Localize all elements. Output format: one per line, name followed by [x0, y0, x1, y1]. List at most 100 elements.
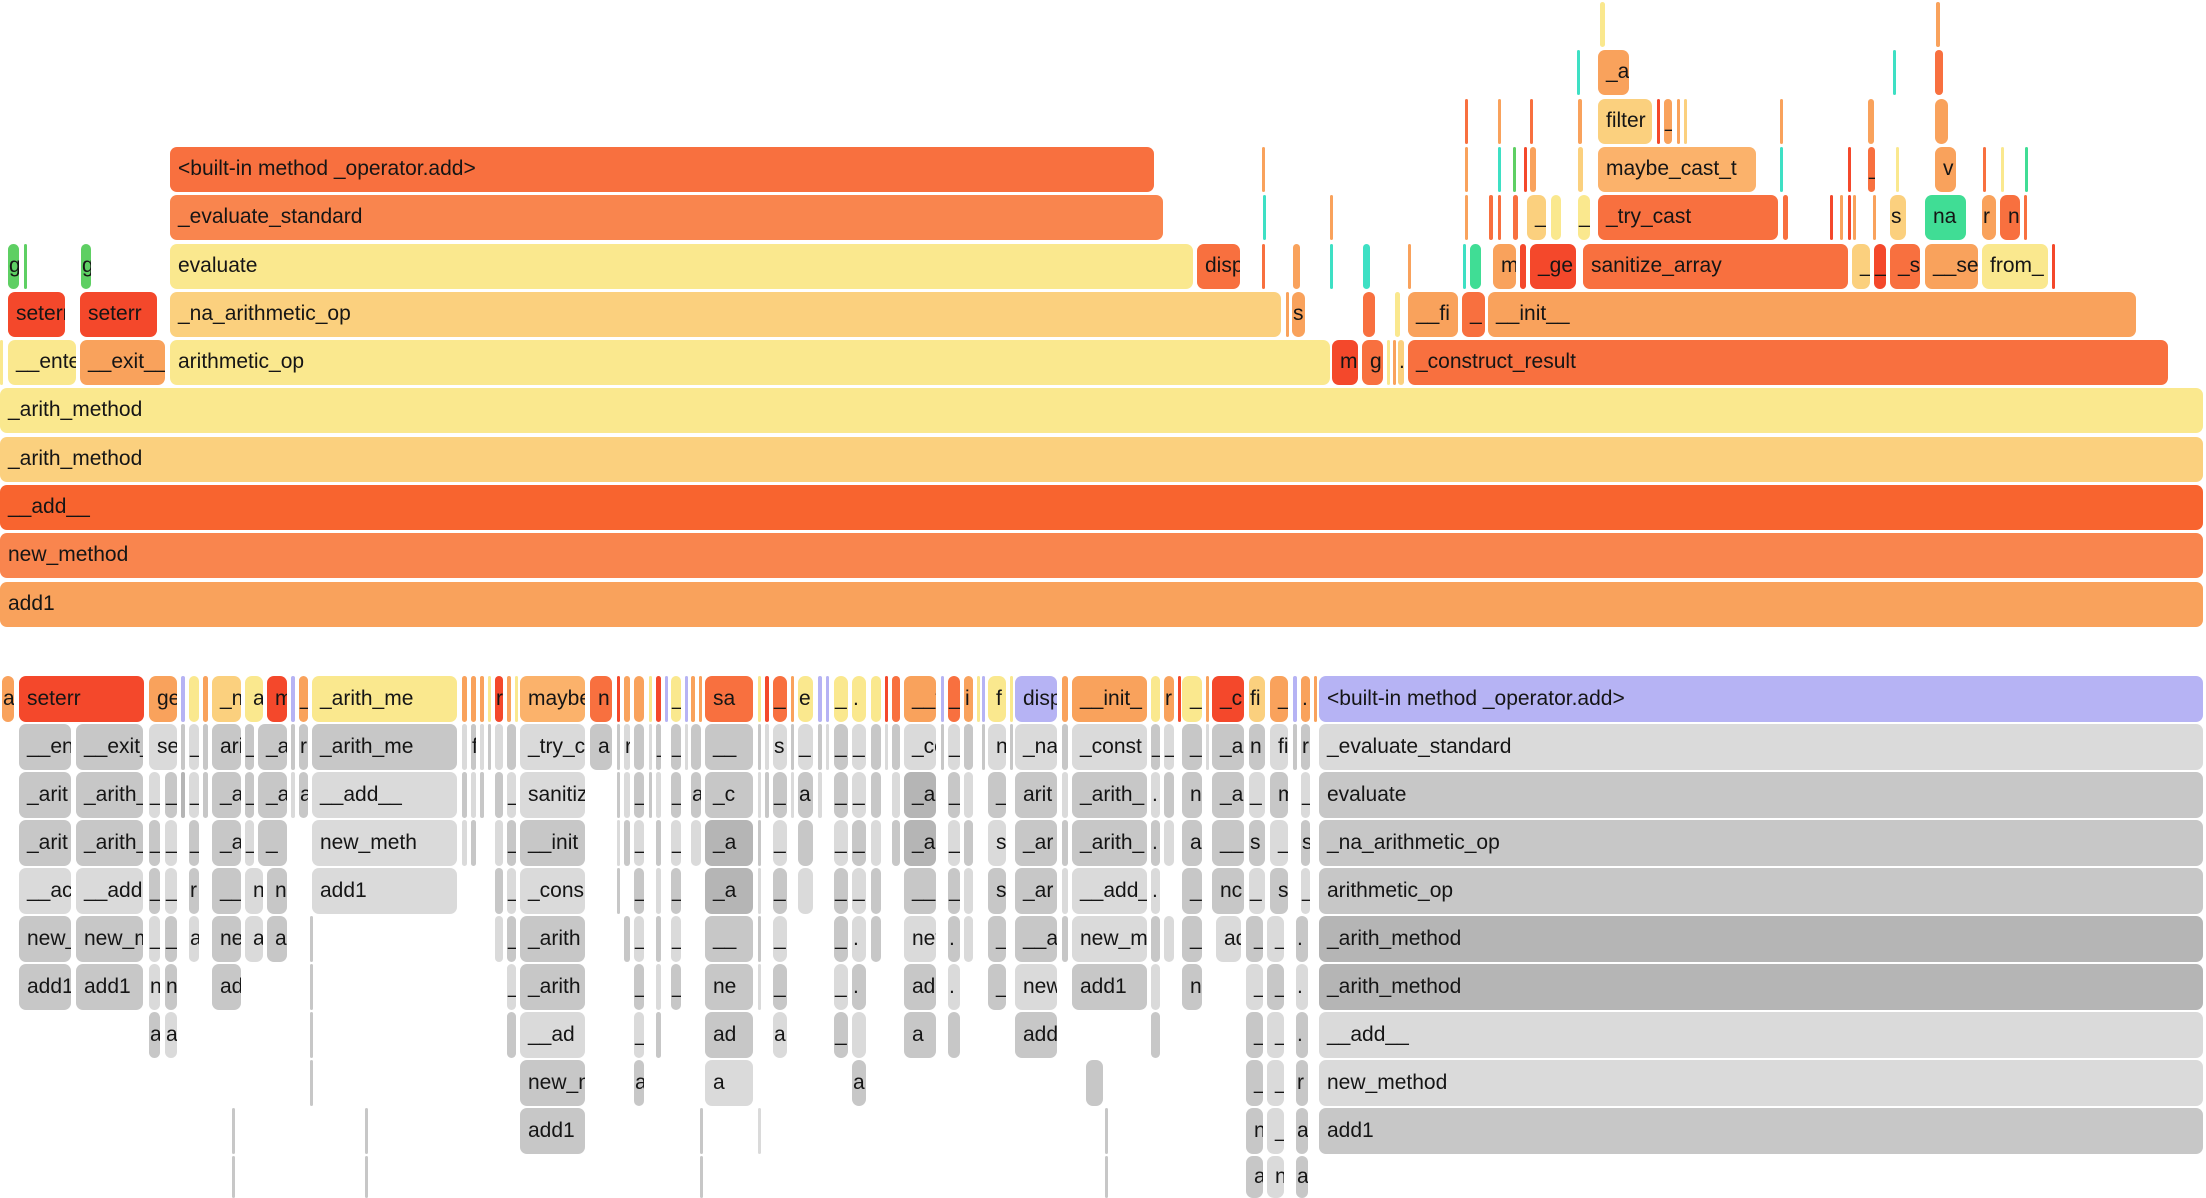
- caller-frame-bar[interactable]: new_: [19, 916, 71, 962]
- caller-frame-bar[interactable]: add: [1015, 1012, 1057, 1058]
- caller-frame-bar[interactable]: _ar: [904, 772, 936, 818]
- caller-frame-bar[interactable]: [818, 724, 822, 770]
- caller-frame-bar[interactable]: [495, 916, 503, 962]
- caller-frame-bar[interactable]: a: [299, 772, 308, 818]
- caller-frame-bar[interactable]: _: [834, 820, 848, 866]
- leaf-frame-bar[interactable]: r: [495, 676, 503, 722]
- caller-frame-bar[interactable]: _try_c: [520, 724, 585, 770]
- caller-frame-bar[interactable]: _: [834, 724, 848, 770]
- caller-frame-bar[interactable]: .: [1151, 868, 1160, 914]
- caller-frame-bar[interactable]: a: [904, 1012, 936, 1058]
- caller-frame-bar[interactable]: s: [1249, 820, 1265, 866]
- caller-frame-bar[interactable]: a: [691, 772, 701, 818]
- caller-frame-bar[interactable]: __: [671, 916, 681, 962]
- caller-frame-bar[interactable]: [791, 724, 794, 770]
- caller-frame-bar[interactable]: __a: [1015, 916, 1057, 962]
- leaf-frame-bar[interactable]: [189, 676, 199, 722]
- caller-frame-bar[interactable]: __: [1212, 820, 1244, 866]
- caller-frame-bar[interactable]: __init: [520, 820, 585, 866]
- caller-frame-bar[interactable]: ari: [212, 724, 241, 770]
- caller-frame-bar[interactable]: r: [189, 868, 199, 914]
- frame-bar[interactable]: seterr: [80, 292, 157, 337]
- leaf-frame-bar[interactable]: [488, 676, 491, 722]
- caller-frame-bar[interactable]: .: [948, 964, 960, 1010]
- caller-frame-bar[interactable]: [758, 1108, 761, 1154]
- frame-bar[interactable]: _: [1527, 195, 1546, 240]
- caller-frame-bar[interactable]: _: [165, 772, 177, 818]
- caller-frame-bar[interactable]: _: [834, 916, 848, 962]
- frame-bar[interactable]: .: [1398, 340, 1404, 385]
- frame-bar[interactable]: [1363, 244, 1370, 289]
- caller-frame-bar[interactable]: ad: [267, 916, 287, 962]
- frame-bar[interactable]: [1470, 244, 1481, 289]
- frame-bar[interactable]: evaluate: [170, 244, 1193, 289]
- caller-frame-bar[interactable]: [1086, 1060, 1103, 1106]
- caller-frame-bar[interactable]: _: [834, 772, 848, 818]
- caller-frame-bar[interactable]: [758, 868, 761, 914]
- caller-frame-bar[interactable]: [291, 772, 295, 818]
- leaf-frame-bar[interactable]: sa: [705, 676, 753, 722]
- caller-frame-bar[interactable]: nc: [1212, 868, 1244, 914]
- caller-frame-bar[interactable]: _: [834, 964, 848, 1010]
- caller-frame-bar[interactable]: [181, 724, 185, 770]
- frame-bar[interactable]: __fi: [1408, 292, 1458, 337]
- leaf-frame-bar[interactable]: disp: [1015, 676, 1057, 722]
- leaf-frame-bar[interactable]: [665, 676, 668, 722]
- caller-frame-bar[interactable]: se: [149, 724, 177, 770]
- caller-frame-bar[interactable]: _: [798, 724, 813, 770]
- caller-frame-bar[interactable]: n: [149, 964, 160, 1010]
- frame-bar[interactable]: [1853, 195, 1856, 240]
- caller-frame-bar[interactable]: _: [149, 820, 160, 866]
- caller-frame-bar[interactable]: __: [705, 724, 753, 770]
- caller-frame-bar[interactable]: [964, 724, 973, 770]
- leaf-frame-bar[interactable]: [203, 676, 208, 722]
- frame-bar[interactable]: [2025, 147, 2028, 192]
- leaf-frame-bar[interactable]: _: [1270, 676, 1288, 722]
- leaf-frame-bar[interactable]: [471, 676, 476, 722]
- caller-frame-bar[interactable]: ne: [705, 964, 753, 1010]
- frame-bar[interactable]: [1677, 99, 1680, 144]
- frame-bar[interactable]: g: [81, 244, 91, 289]
- leaf-frame-bar[interactable]: [691, 676, 695, 722]
- leaf-frame-bar[interactable]: [634, 676, 644, 722]
- caller-frame-bar[interactable]: [685, 724, 688, 770]
- caller-frame-bar[interactable]: _: [165, 916, 177, 962]
- caller-frame-bar[interactable]: sanitiz: [520, 772, 585, 818]
- caller-frame-bar[interactable]: [691, 724, 701, 770]
- caller-frame-bar[interactable]: [495, 724, 503, 770]
- caller-frame-bar[interactable]: [798, 820, 813, 866]
- caller-frame-bar[interactable]: new_method: [1319, 1060, 2203, 1106]
- caller-frame-bar[interactable]: _: [988, 772, 1006, 818]
- caller-frame-bar[interactable]: _: [634, 916, 644, 962]
- caller-frame-bar[interactable]: [232, 1108, 235, 1154]
- leaf-frame-bar[interactable]: e: [798, 676, 813, 722]
- caller-frame-bar[interactable]: [1010, 724, 1013, 770]
- caller-frame-bar[interactable]: [203, 724, 208, 770]
- caller-frame-bar[interactable]: _a: [705, 820, 753, 866]
- frame-bar[interactable]: _evaluate_standard: [170, 195, 1163, 240]
- frame-bar[interactable]: [1395, 292, 1400, 337]
- caller-frame-bar[interactable]: [765, 724, 769, 770]
- leaf-frame-bar[interactable]: [1062, 676, 1068, 722]
- frame-bar[interactable]: [1330, 244, 1333, 289]
- frame-bar[interactable]: _na_arithmetic_op: [170, 292, 1281, 337]
- leaf-frame-bar[interactable]: _c: [1212, 676, 1244, 722]
- caller-frame-bar[interactable]: .: [1296, 964, 1308, 1010]
- leaf-frame-bar[interactable]: [818, 676, 822, 722]
- frame-bar[interactable]: [1780, 99, 1783, 144]
- leaf-frame-bar[interactable]: [181, 676, 185, 722]
- frame-bar[interactable]: add1: [0, 582, 2203, 627]
- caller-frame-bar[interactable]: _: [656, 724, 661, 770]
- caller-frame-bar[interactable]: _: [1249, 868, 1265, 914]
- caller-frame-bar[interactable]: [758, 772, 761, 818]
- leaf-frame-bar[interactable]: [291, 676, 295, 722]
- caller-frame-bar[interactable]: _: [988, 964, 1006, 1010]
- frame-bar[interactable]: [1657, 99, 1660, 144]
- leaf-frame-bar[interactable]: [1178, 676, 1181, 722]
- caller-frame-bar[interactable]: s: [1301, 820, 1310, 866]
- caller-frame-bar[interactable]: _: [988, 916, 1006, 962]
- frame-bar[interactable]: [1868, 99, 1874, 144]
- frame-bar[interactable]: [1363, 292, 1375, 337]
- caller-frame-bar[interactable]: _na: [1015, 724, 1057, 770]
- caller-frame-bar[interactable]: n: [1182, 964, 1202, 1010]
